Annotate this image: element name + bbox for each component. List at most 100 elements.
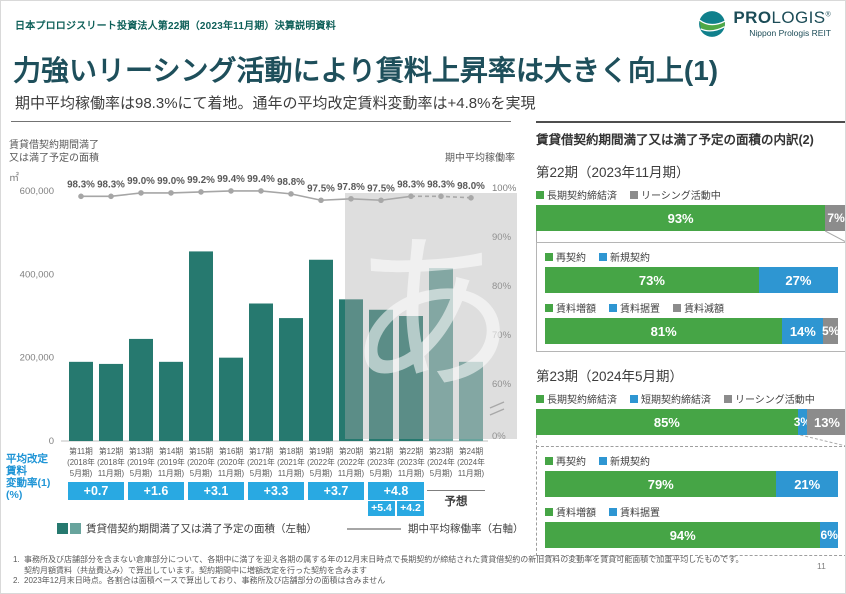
logo-brand-logis: LOGIS [771,8,826,27]
stacked-bar: 93% 7% [536,205,845,231]
legend-label: 再契約 [556,457,586,468]
prologis-logo: PROLOGIS® Nippon Prologis REIT [697,9,831,39]
section-heading: 第22期（2023年11月期） [536,165,690,180]
occupancy-label: 97.5% [367,183,395,194]
rent-change-box: +0.7 [68,482,124,500]
賃料据置-swatch [609,303,617,312]
legend-swatch-forecast [70,523,81,534]
area-bar [399,316,423,441]
x-label-period: 第22期 [399,446,423,456]
occupancy-label: 98.3% [397,179,425,190]
footnote-number: 2. [13,576,20,585]
right-axis-title: 期中平均稼働率 [445,151,515,164]
forecast-label: 予想 [427,490,485,509]
x-label-term: 11月期) [98,469,125,478]
occupancy-point [198,189,204,195]
area-bar [429,268,453,441]
新規契約-swatch [599,456,607,465]
rent-change-axis-line: 賃料 [6,465,27,477]
bar-segment: 27% [758,267,838,293]
occupancy-line [81,190,412,202]
rent-change-box: +3.3 [248,482,304,500]
legend-item: 再契約 [545,249,586,264]
footnote-text: 2023年12月末日時点。各割合は面積ベースで算出しており、事務所及び店舗部分の… [24,576,385,587]
x-label-period: 第24期 [459,446,483,456]
x-label-term: 11月期) [278,469,305,478]
left-axis-tick: 400,000 [20,269,54,280]
bar-segment: 13% [806,409,845,435]
occupancy-point [438,193,444,200]
x-label-year: (2021年 [277,457,305,467]
occupancy-label: 98.8% [277,177,305,188]
legend-item: 賃料減額 [673,300,724,315]
x-label-term: 5月期) [70,469,93,478]
left-axis-tick: 600,000 [20,186,54,197]
occupancy-point [108,193,114,200]
occupancy-label: 98.3% [427,179,455,190]
legend-item: 再契約 [545,453,586,468]
legend-line-label: 期中平均稼働率（右軸） [408,523,524,535]
breakdown-group: 賃料増額 賃料据置 賃料減額 81% 14% 5% [545,300,839,344]
prologis-logo-text: PROLOGIS® Nippon Prologis REIT [733,9,831,38]
left-axis-tick: 0 [49,436,54,447]
occupancy-label: 99.0% [157,176,185,187]
x-label-year: (2022年 [307,457,335,467]
footnote-number: 1. [13,555,20,564]
occupancy-label: 98.3% [97,179,125,190]
新規契約-swatch [599,252,607,261]
x-label-year: (2020年 [217,457,245,467]
stacked-bar: 94% 6% [545,522,838,548]
x-label-period: 第23期 [429,446,453,456]
x-label-term: 11月期) [338,469,365,478]
x-label-year: (2019年 [127,457,155,467]
area-bar [99,363,123,441]
legend-item: 新規契約 [599,249,650,264]
registered-mark: ® [825,11,831,19]
legend-item: 賃料増額 [545,300,596,315]
rent-change-axis-line: (%) [6,489,23,501]
right-axis-tick: 0% [492,431,506,442]
x-label-year: (2024年 [457,457,485,467]
legend-label: 再契約 [556,253,586,264]
panel-top-rule [536,121,845,123]
footnote: 2. 2023年12月末日時点。各割合は面積ベースで算出しており、事務所及び店舗部… [13,576,813,587]
rent-change-box: +4.8 [368,482,424,500]
area-bar [219,357,243,441]
再契約-swatch [545,456,553,465]
right-axis-tick: 70% [492,330,512,341]
rent-change-axis-label: 平均改定 賃料 変動率(1) (%) [6,453,50,501]
left-axis-tick: 200,000 [20,353,54,364]
stacked-bar-legend: 長期契約締結済 リーシング活動中 [536,187,845,202]
area-bar [129,338,153,441]
legend-label: リーシング活動中 [735,395,815,406]
stacked-bar-legend: 賃料増額 賃料据置 賃料減額 [545,300,838,315]
bar-segment: 85% [536,409,798,435]
rent-change-box: +3.1 [188,482,244,500]
occupancy-point [348,195,354,202]
legend-item: 長期契約締結済 [536,391,617,406]
bar-segment: 93% [536,205,826,231]
bar-segment: 14% [782,318,824,344]
x-label-term: 5月期) [310,469,333,478]
stacked-bar: 73% 27% [545,267,838,293]
bar-segment: 6% [820,522,838,548]
logo-brand-pro: PRO [733,8,772,27]
legend-label: 賃料据置 [620,508,660,519]
area-bar [69,361,93,441]
breakdown-group: 賃料増額 賃料据置 94% 6% [545,504,838,548]
occupancy-point [378,197,384,204]
legend-label: 賃料増額 [556,304,596,315]
リーシング活動中-swatch [630,190,638,199]
legend-label: 長期契約締結済 [547,395,617,406]
賃料増額-swatch [545,507,553,516]
page-number: 11 [817,561,826,571]
breakdown-box: 再契約 新規契約 79% 21% 賃料増額 賃料据置 94% 6% [536,446,845,556]
x-label-year: (2021年 [247,457,275,467]
x-label-period: 第16期 [219,446,243,456]
footnote-line: 事務所及び店舗部分を含まない倉庫部分について、各期中に満了を迎え各期の属する年の… [24,555,744,564]
legend-item: 賃料据置 [609,504,660,519]
x-label-term: 11月期) [398,469,425,478]
rent-change-box: +3.7 [308,482,364,500]
賃料据置-swatch [609,507,617,516]
